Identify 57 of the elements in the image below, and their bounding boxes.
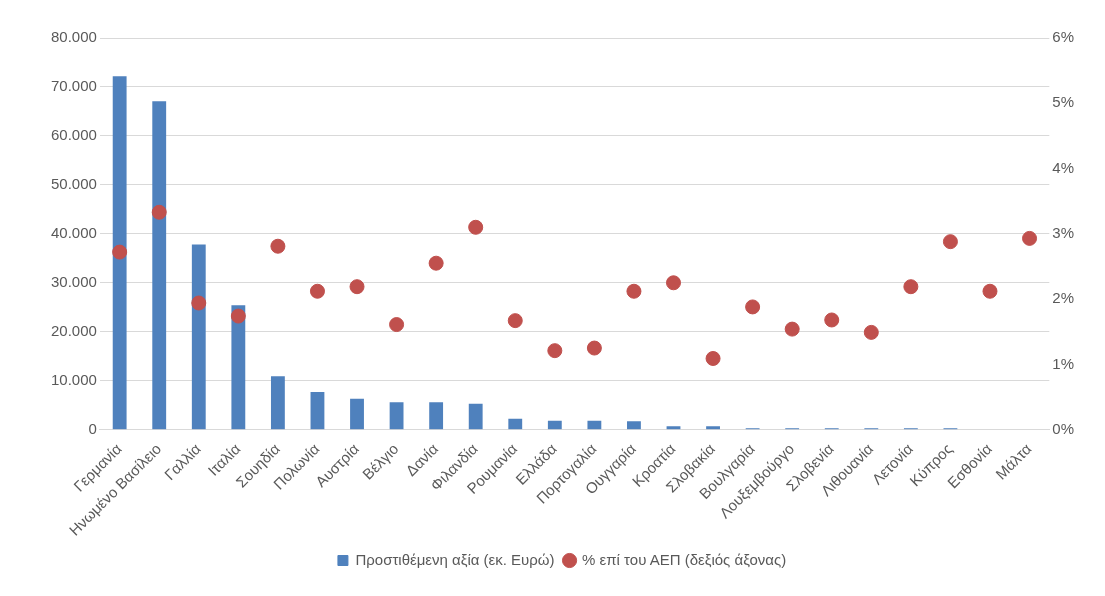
point <box>349 279 365 295</box>
bar <box>429 402 444 430</box>
y-tick-label: 80.000 <box>50 28 97 46</box>
point <box>112 244 128 260</box>
bar <box>310 391 325 430</box>
bar <box>350 398 364 430</box>
point <box>666 275 681 291</box>
y-tick-label: 0 <box>88 419 97 437</box>
point <box>468 219 484 235</box>
legend-label: % επί του ΑΕΠ (δεξιός άξονας) <box>582 550 787 568</box>
y2-tick-label: 0% <box>1052 419 1075 437</box>
point <box>230 308 246 324</box>
point <box>982 283 998 299</box>
point <box>389 317 405 333</box>
y2-tick-label: 4% <box>1052 158 1075 176</box>
point <box>151 204 167 220</box>
point <box>626 283 642 299</box>
point <box>507 313 523 329</box>
y-tick-label: 20.000 <box>50 321 97 339</box>
y2-tick-label: 3% <box>1052 223 1075 241</box>
bar <box>468 403 483 430</box>
y2-tick-label: 6% <box>1052 28 1075 46</box>
y-tick-label: 30.000 <box>50 272 97 290</box>
point <box>745 299 761 315</box>
bar <box>706 426 720 430</box>
point <box>191 295 207 311</box>
y-tick-label: 60.000 <box>50 126 97 144</box>
y2-tick-label: 5% <box>1052 93 1075 111</box>
point <box>705 350 721 366</box>
y2-tick-label: 2% <box>1052 289 1075 307</box>
bar <box>389 402 404 430</box>
bar <box>508 418 523 430</box>
bar <box>547 420 562 430</box>
point <box>903 279 919 295</box>
bar <box>191 244 206 430</box>
bar <box>270 376 285 430</box>
y-tick-label: 10.000 <box>50 370 97 388</box>
point <box>824 312 840 328</box>
point <box>547 343 563 359</box>
point <box>942 234 958 250</box>
bar <box>587 420 602 430</box>
point <box>428 255 444 271</box>
bar <box>627 421 641 430</box>
bar <box>112 76 127 430</box>
bar <box>666 426 681 430</box>
bar <box>152 101 167 430</box>
legend-label: Προστιθέμενη αξία (εκ. Ευρώ) <box>355 550 555 568</box>
y-tick-label: 70.000 <box>50 77 97 95</box>
y-tick-label: 40.000 <box>50 223 97 241</box>
point <box>863 324 879 340</box>
point <box>586 340 602 356</box>
point <box>270 238 286 254</box>
y-tick-label: 50.000 <box>50 175 97 193</box>
y2-tick-label: 1% <box>1052 354 1075 372</box>
point <box>784 321 800 337</box>
point <box>309 283 325 299</box>
point <box>1022 230 1038 246</box>
